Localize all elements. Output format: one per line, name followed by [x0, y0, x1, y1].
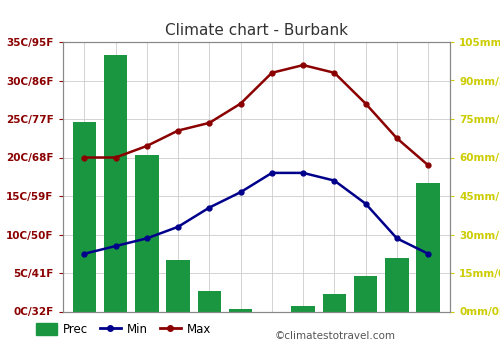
- Bar: [166, 260, 190, 312]
- Bar: [135, 155, 158, 312]
- Bar: [104, 55, 128, 312]
- Bar: [72, 121, 96, 312]
- Legend: Prec, Min, Max: Prec, Min, Max: [31, 318, 216, 341]
- Bar: [322, 294, 346, 312]
- Bar: [385, 258, 408, 312]
- Bar: [198, 291, 221, 312]
- Bar: [229, 309, 252, 312]
- Title: Climate chart - Burbank: Climate chart - Burbank: [165, 23, 348, 38]
- Bar: [416, 183, 440, 312]
- Bar: [292, 306, 315, 312]
- Bar: [354, 275, 378, 312]
- Text: ©climatestotravel.com: ©climatestotravel.com: [275, 331, 396, 341]
